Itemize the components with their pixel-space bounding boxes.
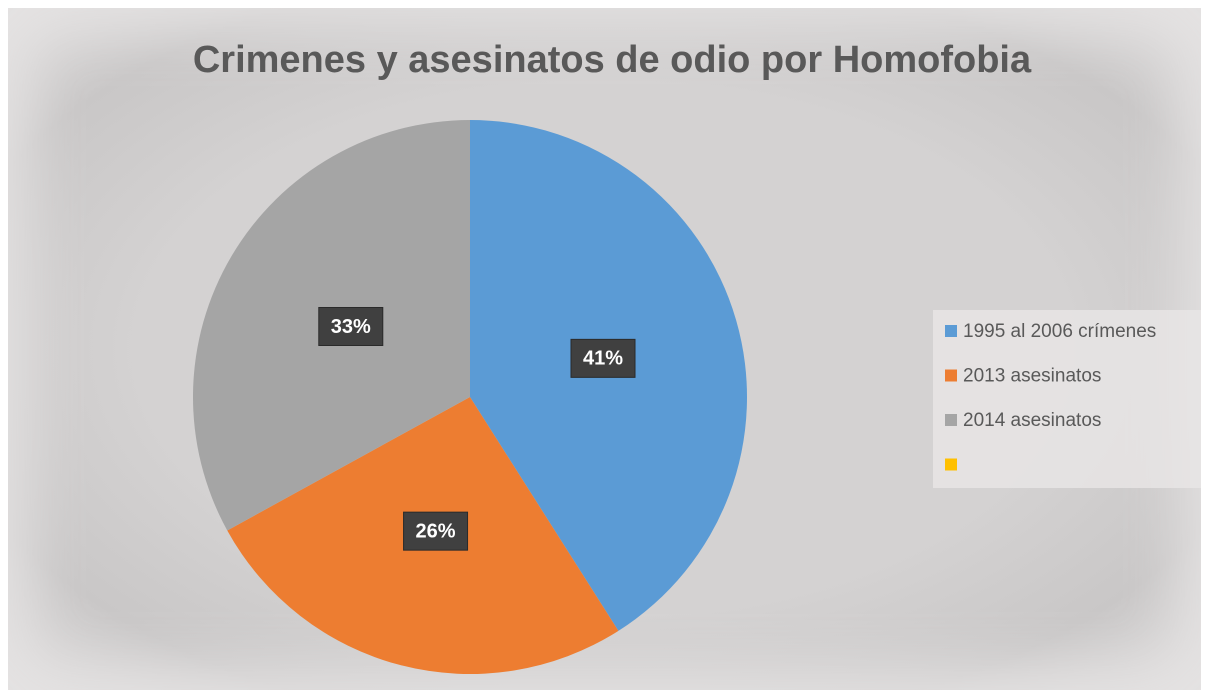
data-label: 33% [331,316,371,338]
legend-label: 2013 asesinatos [963,366,1101,387]
chart-title: Crimenes y asesinatos de odio por Homofo… [193,39,1032,81]
legend-swatch [945,325,957,337]
data-label-box [570,338,636,378]
legend-swatch [945,458,957,471]
data-label-box [403,511,469,551]
data-label-box [318,306,384,346]
legend-label: 2014 asesinatos [963,410,1101,431]
legend [933,310,1201,488]
legend-label: 1995 al 2006 crímenes [963,321,1156,342]
legend-swatch [945,369,957,382]
data-label: 26% [416,520,456,542]
legend-swatch [945,414,957,426]
data-label: 41% [583,348,623,370]
